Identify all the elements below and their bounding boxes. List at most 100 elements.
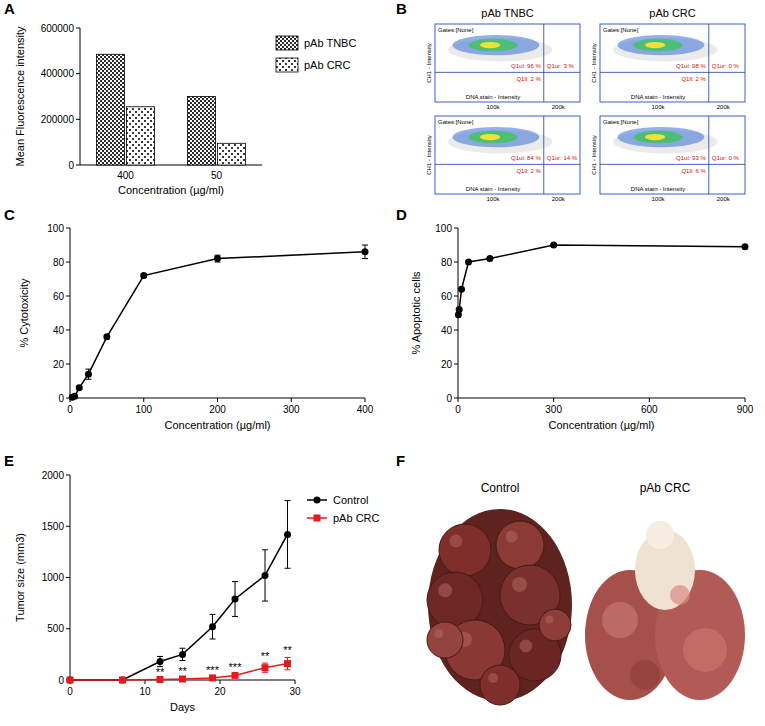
x-axis-title: DNA stain - Intensity <box>466 186 520 192</box>
y-tick <box>66 628 70 629</box>
marker <box>284 660 291 667</box>
gate-label: Gates:[None] <box>438 119 474 125</box>
y-tick-label: 60 <box>441 291 453 302</box>
marker <box>214 255 221 262</box>
marker <box>71 393 78 400</box>
x-tick <box>217 398 218 402</box>
y-tick-label: 600000 <box>41 23 75 34</box>
tumor-nodule <box>539 609 571 641</box>
highlight <box>488 673 498 683</box>
series-line <box>70 664 288 680</box>
x-tick-label: 100k <box>486 196 500 202</box>
cell-cloud <box>645 134 665 140</box>
x-axis-title: Concentration (µg/ml) <box>118 184 224 196</box>
y-tick <box>76 119 80 120</box>
y-tick-label: 100 <box>47 223 64 234</box>
series-line <box>72 252 365 397</box>
tumor-nodule <box>500 565 560 625</box>
quadrant-label: Q1ur: 3 % <box>547 63 575 69</box>
y-tick-label: 0 <box>68 160 74 171</box>
marker <box>209 623 216 630</box>
x-axis-title: Concentration (µg/ml) <box>165 419 271 431</box>
y-tick <box>66 577 70 578</box>
marker <box>119 677 126 684</box>
y-tick-label: 80 <box>441 257 453 268</box>
tissue-spot <box>630 660 660 690</box>
marker <box>458 286 465 293</box>
marker <box>85 371 92 378</box>
marker <box>76 384 83 391</box>
quadrant-line <box>435 164 580 165</box>
bar <box>127 107 155 165</box>
x-tick <box>553 398 554 402</box>
x-tick-label: 20 <box>214 686 226 697</box>
error-bar <box>285 657 291 669</box>
x-tick-label: 0 <box>67 404 73 415</box>
y-axis-title: % Apoptotic cells <box>410 271 422 355</box>
y-tick <box>454 398 458 399</box>
marker <box>742 243 749 250</box>
marker <box>179 651 186 658</box>
y-tick-label: 0 <box>446 393 452 404</box>
y-tick-label: 60 <box>53 291 65 302</box>
panel-letter: A <box>4 0 15 17</box>
y-tick <box>66 262 70 263</box>
legend-swatch <box>276 58 298 72</box>
x-tick-label: 400 <box>357 404 374 415</box>
quadrant-line <box>708 116 709 194</box>
tissue-spot <box>683 628 727 672</box>
highlight <box>449 534 462 547</box>
cell-cloud <box>633 39 682 51</box>
quadrant-label: Q1ll: 2 % <box>516 76 541 82</box>
y-tick <box>66 526 70 527</box>
y-tick <box>76 73 80 74</box>
x-tick <box>649 398 650 402</box>
marker <box>157 658 164 665</box>
x-axis-title: Days <box>170 701 196 713</box>
x-tick-label: 300 <box>545 404 562 415</box>
legend-marker <box>314 497 321 504</box>
trachea <box>646 521 674 549</box>
significance-mark: *** <box>229 661 243 673</box>
x-tick-label: 900 <box>737 404 754 415</box>
significance-mark: ** <box>156 666 165 678</box>
marker <box>262 664 269 671</box>
y-axis-title: CH1 - Intensity <box>591 43 597 83</box>
quadrant-label: Q1ul: 98 % <box>676 63 706 69</box>
marker <box>232 672 239 679</box>
marker <box>284 531 291 538</box>
y-tick-label: 1500 <box>42 521 65 532</box>
column-title: pAb TNBC <box>481 7 533 19</box>
tissue-spot <box>602 602 638 638</box>
marker <box>140 272 147 279</box>
panel-letter: F <box>396 452 405 469</box>
x-tick <box>143 398 144 402</box>
y-tick <box>76 165 80 166</box>
bar <box>188 97 216 166</box>
y-tick <box>66 296 70 297</box>
x-tick-label: 200k <box>717 104 731 110</box>
plot-marks <box>97 54 246 165</box>
quadrant-line <box>543 24 544 102</box>
x-tick-label: 400 <box>117 170 134 181</box>
panel-letter: E <box>4 452 14 469</box>
cell-cloud <box>480 134 500 140</box>
marker <box>486 255 493 262</box>
quadrant-label: Q1ur: 0 % <box>712 155 740 161</box>
quadrant-label: Q1ur: 14 % <box>547 155 578 161</box>
error-bar <box>215 255 221 262</box>
y-tick-label: 1000 <box>42 572 65 583</box>
error-bar <box>262 663 268 672</box>
x-tick <box>365 398 366 402</box>
marker <box>67 677 74 684</box>
y-tick-label: 400000 <box>41 68 75 79</box>
marker <box>465 259 472 266</box>
y-tick <box>454 330 458 331</box>
quadrant-label: Q1ll: 2 % <box>516 168 541 174</box>
error-bar <box>362 245 368 259</box>
significance-mark: ** <box>178 665 187 677</box>
cell-cloud <box>468 39 517 51</box>
marker <box>103 333 110 340</box>
highlight <box>506 531 518 543</box>
y-tick-label: 0 <box>58 393 64 404</box>
